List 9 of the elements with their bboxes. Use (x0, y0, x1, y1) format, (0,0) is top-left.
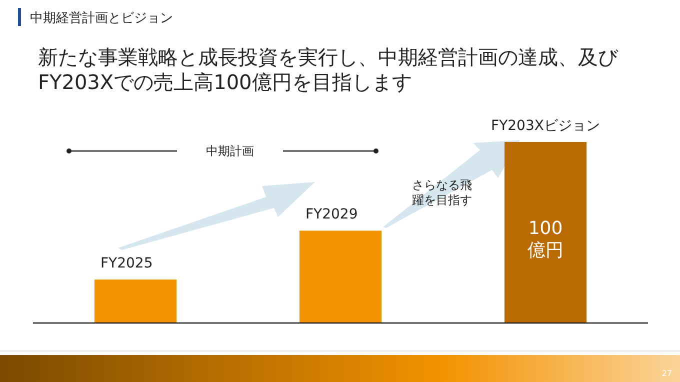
data-label: 100億円 (528, 218, 564, 261)
chart-title: 中期経営計画とビジョン (30, 11, 173, 26)
x-tick-label: FY203Xビジョン (491, 118, 600, 134)
text: 27 (662, 369, 672, 378)
x-tick-label: FY2029 (306, 206, 358, 223)
chart-subtitle: 新たな事業戦略と成長投資を実行し、中期経営計画の達成、及び FY203Xでの売上高100億円を目指します (38, 45, 619, 94)
annotation: 中期計画 (206, 144, 254, 158)
annotation: さらなる飛躍を目指す (412, 178, 472, 207)
x-tick-label: FY2025 (100, 256, 153, 272)
